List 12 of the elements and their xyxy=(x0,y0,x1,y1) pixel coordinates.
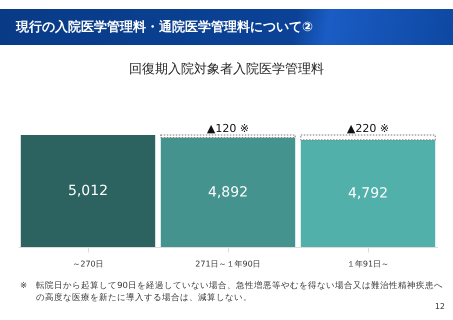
chart-title: 現行の入院医学管理料・通院医学管理料について② xyxy=(16,18,314,36)
data-label: ▲120 ※ xyxy=(206,122,250,135)
data-label: 4,792 xyxy=(348,185,388,202)
text: ※ 転院日から起算して90日を経過していない場合、急性増悪等やむを得ない場合又は難治性精神疾患への高度な医療を新たに導入する場合は、減算しない。 xyxy=(20,281,443,303)
x-tick-label: ～270日 xyxy=(72,260,104,268)
data-label: ▲220 ※ xyxy=(346,122,390,135)
data-label: 5,012 xyxy=(68,183,108,199)
data-label: 4,892 xyxy=(208,184,248,200)
chart-subtitle: 回復期入院対象者入院医学管理料 xyxy=(128,61,325,78)
text: 12 xyxy=(434,302,445,311)
x-tick-label: 271日～１年90日 xyxy=(195,260,261,268)
x-tick-label: １年91日～ xyxy=(346,260,390,268)
